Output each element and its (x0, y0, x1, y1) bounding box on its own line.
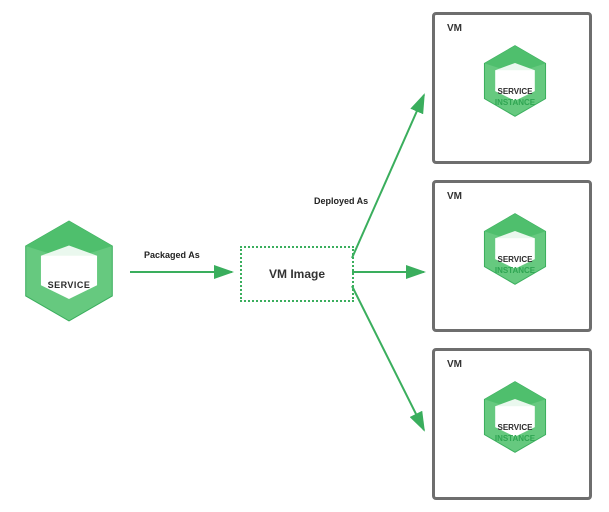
service-instance-hexagon: SERVICE INSTANCE (479, 381, 551, 453)
service-hexagon-label: SERVICE (18, 280, 120, 290)
vm-card-title: VM (447, 359, 462, 370)
vm-card: VM SERVICE INSTANCE (432, 180, 592, 332)
arrow-deploy1 (352, 95, 424, 258)
vm-image-label: VM Image (269, 267, 325, 281)
edge-label-deployed_as: Deployed As (314, 196, 368, 206)
vm-card-title: VM (447, 23, 462, 34)
service-instance-label-line2: INSTANCE (479, 266, 551, 275)
service-hexagon: SERVICE (18, 220, 120, 322)
service-instance-hexagon: SERVICE INSTANCE (479, 45, 551, 117)
service-instance-label-line1: SERVICE (479, 423, 551, 432)
arrow-deploy3 (352, 286, 424, 430)
vm-card: VM SERVICE INSTANCE (432, 348, 592, 500)
edge-label-packaged_as: Packaged As (144, 250, 200, 260)
vm-image-box: VM Image (240, 246, 354, 302)
service-instance-hexagon: SERVICE INSTANCE (479, 213, 551, 285)
vm-card-title: VM (447, 191, 462, 202)
service-instance-label-line2: INSTANCE (479, 434, 551, 443)
service-instance-label-line1: SERVICE (479, 87, 551, 96)
service-instance-label-line1: SERVICE (479, 255, 551, 264)
diagram-stage: SERVICE VM Image VM SERVICEINSTANCEVM SE… (0, 0, 609, 512)
service-instance-label-line2: INSTANCE (479, 98, 551, 107)
vm-card: VM SERVICE INSTANCE (432, 12, 592, 164)
